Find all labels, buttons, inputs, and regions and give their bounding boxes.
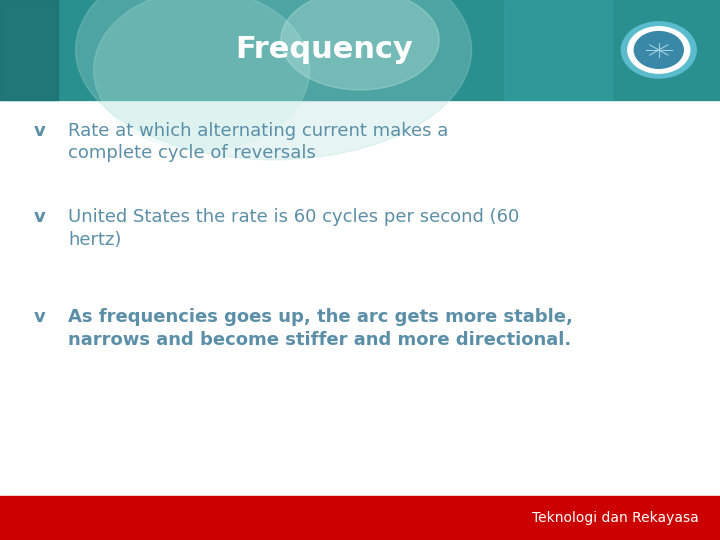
Bar: [504, 0, 612, 100]
Bar: [0, 496, 720, 540]
Text: Teknologi dan Rekayasa: Teknologi dan Rekayasa: [531, 511, 698, 525]
Ellipse shape: [94, 0, 310, 150]
Text: As frequencies goes up, the arc gets more stable,
narrows and become stiffer and: As frequencies goes up, the arc gets mor…: [68, 308, 573, 349]
Text: United States the rate is 60 cycles per second (60
hertz): United States the rate is 60 cycles per …: [68, 208, 520, 249]
Ellipse shape: [76, 0, 472, 160]
Circle shape: [634, 31, 683, 68]
Text: v: v: [34, 122, 45, 139]
Circle shape: [621, 22, 696, 78]
Ellipse shape: [281, 0, 439, 90]
Circle shape: [628, 26, 690, 73]
Bar: [0, 0, 720, 100]
Text: Rate at which alternating current makes a
complete cycle of reversals: Rate at which alternating current makes …: [68, 122, 449, 163]
Bar: [0, 0, 58, 100]
Text: v: v: [34, 308, 45, 326]
Text: v: v: [34, 208, 45, 226]
Text: Frequency: Frequency: [235, 36, 413, 64]
